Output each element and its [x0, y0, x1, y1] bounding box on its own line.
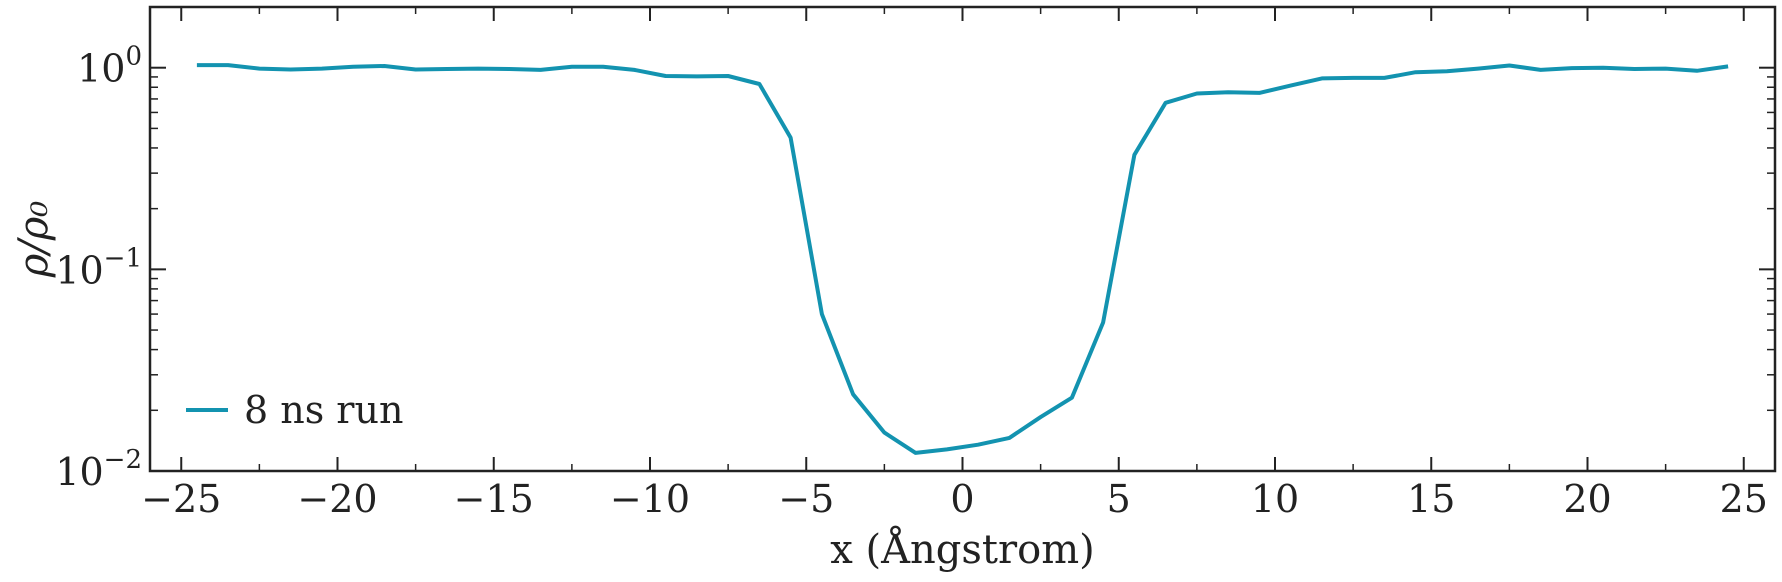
y-tick-base: 10: [77, 47, 125, 91]
y-axis-title: ρ/ρ₀: [11, 201, 57, 279]
x-tick-label: 15: [1407, 477, 1455, 521]
y-tick-exponent: −1: [104, 243, 142, 273]
x-tick-label: 0: [950, 477, 974, 521]
x-tick-label: 25: [1720, 477, 1768, 521]
legend: 8 ns run: [186, 388, 403, 432]
x-tick-label: 20: [1563, 477, 1611, 521]
x-tick-labels: −25 −20 −15 −10 −5 0 5 10 15 20 25: [141, 477, 1768, 521]
y-tick-label: 100: [77, 42, 142, 91]
y-tick-exponent: 0: [125, 42, 142, 72]
y-tick-base: 10: [55, 450, 103, 494]
legend-label: 8 ns run: [244, 388, 403, 432]
x-tick-label: −10: [610, 477, 690, 521]
y-tick-label: 10−1: [55, 243, 142, 292]
y-tick-exponent: −2: [104, 445, 142, 475]
series-layer: [196, 63, 1729, 455]
series-line: [196, 63, 1729, 455]
x-axis-title: x (Ångstrom): [830, 526, 1094, 573]
x-tick-label: 10: [1251, 477, 1299, 521]
y-tick-base: 10: [55, 248, 103, 292]
x-tick-label: −25: [141, 477, 221, 521]
x-tick-label: −20: [297, 477, 377, 521]
x-tick-label: −15: [454, 477, 534, 521]
plot-frame: [148, 5, 1777, 473]
y-tick-label: 10−2: [55, 445, 142, 494]
x-tick-label: 5: [1107, 477, 1131, 521]
x-tick-label: −5: [778, 477, 834, 521]
